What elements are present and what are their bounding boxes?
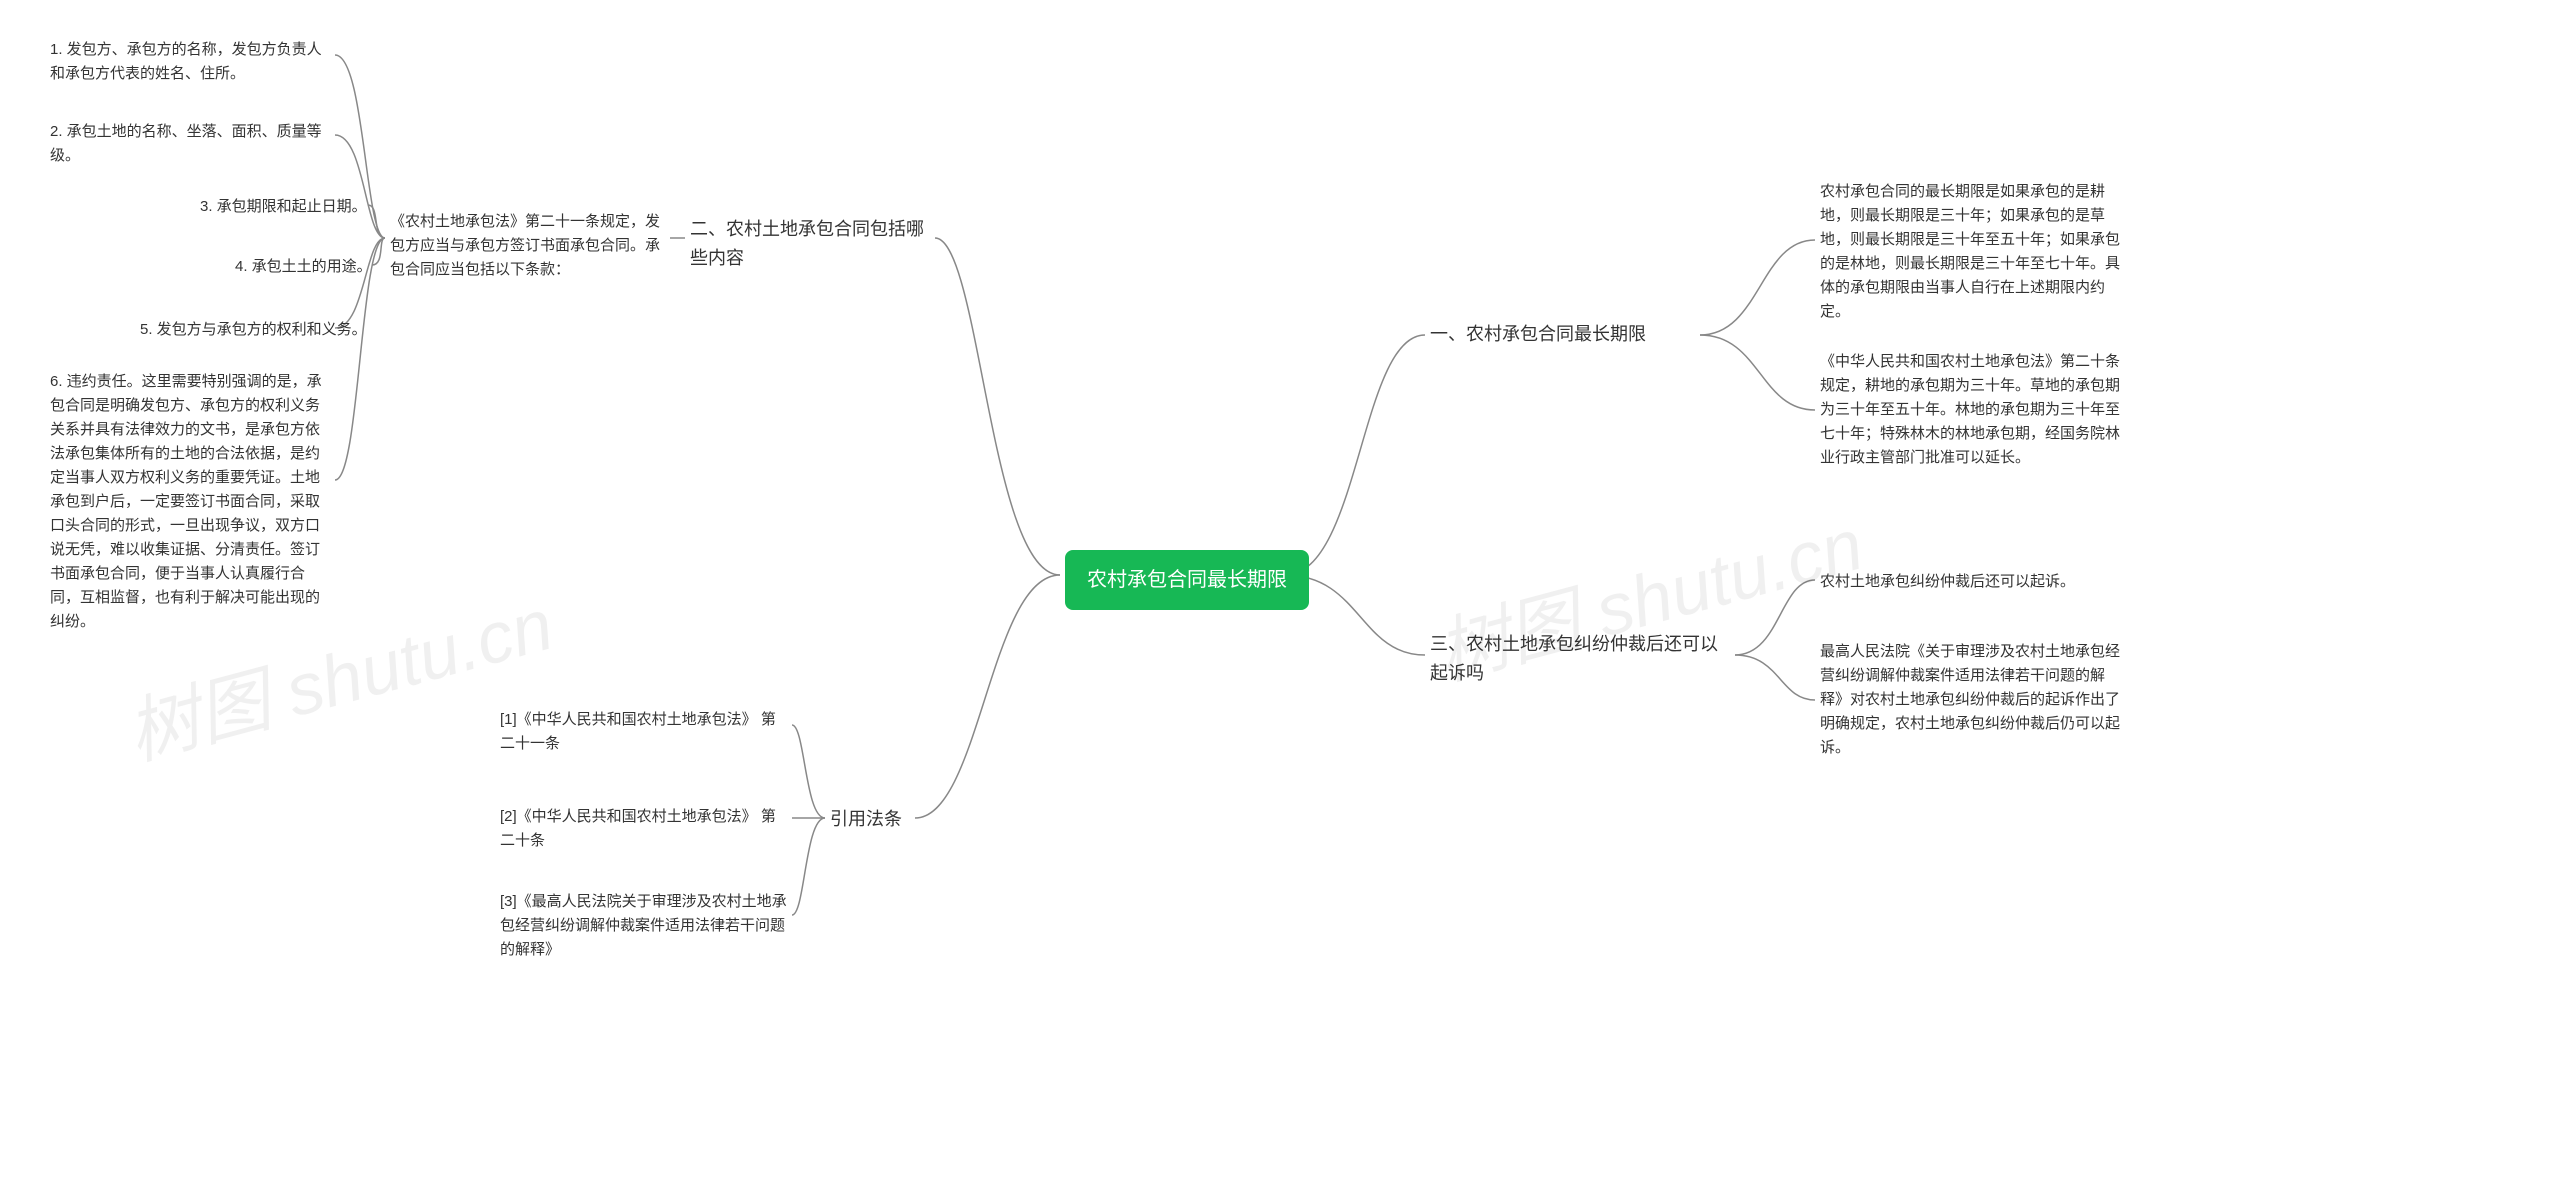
leaf-r1-1: 农村承包合同的最长期限是如果承包的是耕地，则最长期限是三十年；如果承包的是草地，… [1820,180,2120,324]
branch-right-1: 一、农村承包合同最长期限 [1430,320,1646,349]
leaf-l1-3: 3. 承包期限和起止日期。 [200,195,367,219]
leaf-l1-6: 6. 违约责任。这里需要特别强调的是，承包合同是明确发包方、承包方的权利义务关系… [50,370,330,634]
mindmap-center: 农村承包合同最长期限 [1065,550,1309,610]
leaf-l2-3: [3]《最高人民法院关于审理涉及农村土地承包经营纠纷调解仲裁案件适用法律若干问题… [500,890,790,962]
leaf-r1-2: 《中华人民共和国农村土地承包法》第二十条规定，耕地的承包期为三十年。草地的承包期… [1820,350,2120,470]
branch-right-2: 三、农村土地承包纠纷仲裁后还可以起诉吗 [1430,630,1730,688]
leaf-l1-2: 2. 承包土地的名称、坐落、面积、质量等级。 [50,120,330,168]
leaf-l2-1: [1]《中华人民共和国农村土地承包法》 第二十一条 [500,708,790,756]
leaf-r2-1: 农村土地承包纠纷仲裁后还可以起诉。 [1820,570,2075,594]
leaf-l1-4: 4. 承包土土的用途。 [235,255,372,279]
sub-left-1: 《农村土地承包法》第二十一条规定，发包方应当与承包方签订书面承包合同。承包合同应… [390,210,670,282]
leaf-l1-1: 1. 发包方、承包方的名称，发包方负责人和承包方代表的姓名、住所。 [50,38,330,86]
leaf-l1-5: 5. 发包方与承包方的权利和义务。 [140,318,367,342]
branch-left-1: 二、农村土地承包合同包括哪些内容 [690,215,940,273]
leaf-r2-2: 最高人民法院《关于审理涉及农村土地承包经营纠纷调解仲裁案件适用法律若干问题的解释… [1820,640,2120,760]
leaf-l2-2: [2]《中华人民共和国农村土地承包法》 第二十条 [500,805,790,853]
branch-left-2: 引用法条 [830,805,902,834]
